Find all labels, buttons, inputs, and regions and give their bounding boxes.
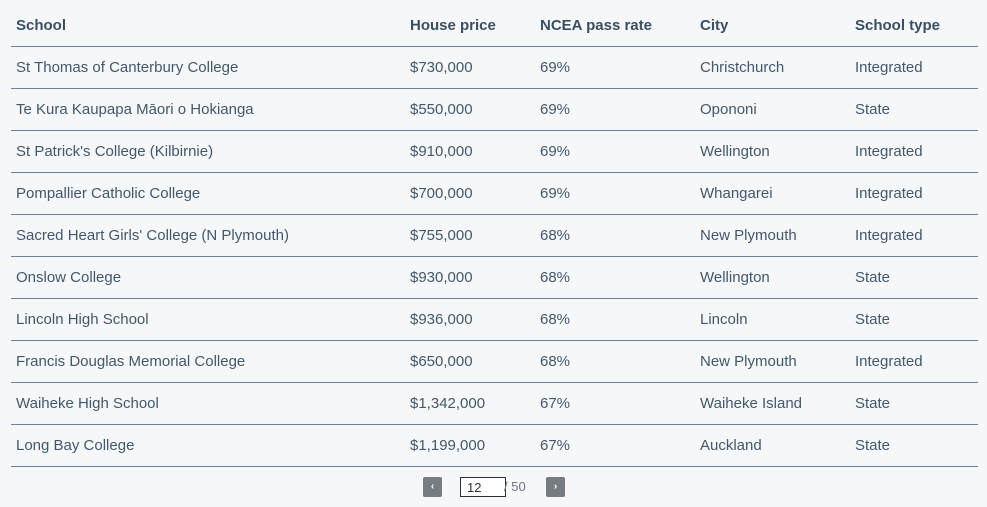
- previous-page-button[interactable]: ‹: [423, 477, 442, 497]
- table-row: Pompallier Catholic College $700,000 69%…: [11, 172, 978, 215]
- cell-school: St Patrick's College (Kilbirnie): [11, 130, 405, 173]
- cell-school: Francis Douglas Memorial College: [11, 340, 405, 383]
- cell-school-type: Integrated: [850, 130, 978, 173]
- chevron-left-icon: ‹: [430, 481, 435, 492]
- cell-school: Te Kura Kaupapa Māori o Hokianga: [11, 88, 405, 131]
- table-header-row: School House price NCEA pass rate City S…: [11, 5, 978, 47]
- cell-school-type: Integrated: [850, 340, 978, 383]
- cell-house-price: $700,000: [405, 172, 535, 215]
- cell-school: Sacred Heart Girls' College (N Plymouth): [11, 214, 405, 257]
- cell-city: Auckland: [695, 424, 850, 467]
- page-number-input[interactable]: [460, 477, 506, 497]
- column-header-school[interactable]: School: [11, 5, 405, 47]
- cell-school: Onslow College: [11, 256, 405, 299]
- cell-ncea-pass-rate: 67%: [535, 382, 695, 425]
- page-total-label: / 50: [504, 479, 526, 494]
- cell-house-price: $730,000: [405, 46, 535, 89]
- cell-school: Waiheke High School: [11, 382, 405, 425]
- cell-house-price: $650,000: [405, 340, 535, 383]
- cell-school: Pompallier Catholic College: [11, 172, 405, 215]
- cell-school-type: State: [850, 382, 978, 425]
- table-row: Sacred Heart Girls' College (N Plymouth)…: [11, 214, 978, 257]
- cell-city: Christchurch: [695, 46, 850, 89]
- table-row: Te Kura Kaupapa Māori o Hokianga $550,00…: [11, 88, 978, 131]
- schools-table: School House price NCEA pass rate City S…: [11, 5, 978, 467]
- table-row: Long Bay College $1,199,000 67% Auckland…: [11, 424, 978, 467]
- cell-ncea-pass-rate: 69%: [535, 46, 695, 89]
- cell-ncea-pass-rate: 67%: [535, 424, 695, 467]
- cell-city: New Plymouth: [695, 214, 850, 257]
- cell-ncea-pass-rate: 68%: [535, 214, 695, 257]
- cell-ncea-pass-rate: 68%: [535, 298, 695, 341]
- column-header-house-price[interactable]: House price: [405, 5, 535, 47]
- cell-house-price: $930,000: [405, 256, 535, 299]
- table-row: Lincoln High School $936,000 68% Lincoln…: [11, 298, 978, 341]
- cell-city: New Plymouth: [695, 340, 850, 383]
- table-row: Onslow College $930,000 68% Wellington S…: [11, 256, 978, 299]
- cell-city: Whangarei: [695, 172, 850, 215]
- cell-city: Lincoln: [695, 298, 850, 341]
- cell-house-price: $1,199,000: [405, 424, 535, 467]
- table-row: Francis Douglas Memorial College $650,00…: [11, 340, 978, 383]
- cell-ncea-pass-rate: 68%: [535, 340, 695, 383]
- cell-house-price: $936,000: [405, 298, 535, 341]
- cell-city: Wellington: [695, 256, 850, 299]
- cell-house-price: $755,000: [405, 214, 535, 257]
- cell-school: Long Bay College: [11, 424, 405, 467]
- table-row: St Thomas of Canterbury College $730,000…: [11, 46, 978, 89]
- column-header-school-type[interactable]: School type: [850, 5, 978, 47]
- column-header-ncea-pass-rate[interactable]: NCEA pass rate: [535, 5, 695, 47]
- cell-ncea-pass-rate: 69%: [535, 88, 695, 131]
- cell-school-type: State: [850, 424, 978, 467]
- table-row: Waiheke High School $1,342,000 67% Waihe…: [11, 382, 978, 425]
- cell-school-type: State: [850, 256, 978, 299]
- column-header-city[interactable]: City: [695, 5, 850, 47]
- cell-school-type: Integrated: [850, 172, 978, 215]
- cell-house-price: $550,000: [405, 88, 535, 131]
- cell-school-type: Integrated: [850, 214, 978, 257]
- schools-table-container: School House price NCEA pass rate City S…: [11, 5, 978, 467]
- table-row: St Patrick's College (Kilbirnie) $910,00…: [11, 130, 978, 173]
- next-page-button[interactable]: ›: [546, 477, 565, 497]
- cell-school: Lincoln High School: [11, 298, 405, 341]
- cell-school-type: Integrated: [850, 46, 978, 89]
- cell-house-price: $1,342,000: [405, 382, 535, 425]
- pagination: ‹ / 50 ›: [0, 476, 987, 498]
- cell-school: St Thomas of Canterbury College: [11, 46, 405, 89]
- cell-school-type: State: [850, 298, 978, 341]
- cell-city: Wellington: [695, 130, 850, 173]
- cell-ncea-pass-rate: 68%: [535, 256, 695, 299]
- cell-house-price: $910,000: [405, 130, 535, 173]
- cell-school-type: State: [850, 88, 978, 131]
- cell-ncea-pass-rate: 69%: [535, 172, 695, 215]
- cell-city: Opononi: [695, 88, 850, 131]
- cell-city: Waiheke Island: [695, 382, 850, 425]
- chevron-right-icon: ›: [553, 481, 558, 492]
- cell-ncea-pass-rate: 69%: [535, 130, 695, 173]
